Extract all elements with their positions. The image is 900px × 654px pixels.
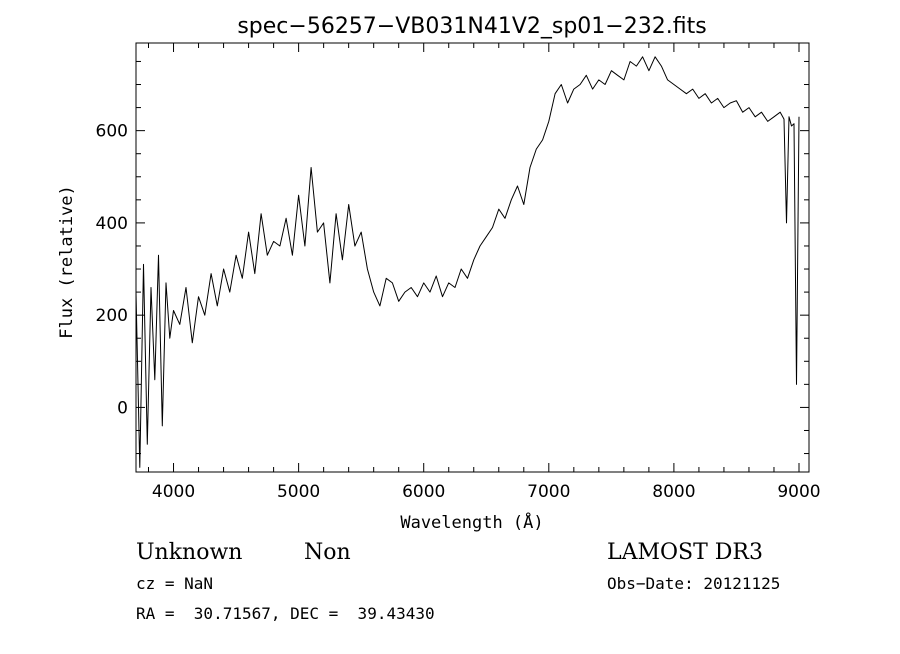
redshift-label: cz = NaN: [136, 574, 213, 593]
x-tick-label: 9000: [777, 482, 820, 502]
series-group: [135, 56, 800, 468]
y-tick-label: 400: [96, 214, 128, 234]
x-axis-ticks: 4000 5000 6000 7000 8000 9000: [148, 43, 821, 502]
y-tick-label: 200: [96, 306, 128, 326]
x-tick-label: 7000: [527, 482, 570, 502]
y-axis-label: Flux (relative): [57, 185, 77, 339]
survey-label: LAMOST DR3: [607, 540, 763, 565]
object-class-label: Unknown: [136, 540, 242, 565]
y-tick-label: 0: [117, 398, 128, 418]
coordinates-label: RA = 30.71567, DEC = 39.43430: [136, 604, 435, 623]
obs-date-label: Obs−Date: 20121125: [607, 574, 780, 593]
x-tick-label: 6000: [402, 482, 445, 502]
y-axis-ticks: 0 200 400 600: [96, 60, 809, 455]
x-tick-label: 4000: [152, 482, 195, 502]
subclass-label: Non: [304, 540, 351, 565]
plot-frame: [135, 42, 810, 473]
y-tick-label: 600: [96, 122, 128, 142]
spectrum-line: [135, 56, 800, 468]
x-tick-label: 5000: [277, 482, 320, 502]
x-axis-label: Wavelength (Å): [400, 511, 543, 533]
x-tick-label: 8000: [652, 482, 695, 502]
chart-title: spec−56257−VB031N41V2_sp01−232.fits: [237, 14, 706, 39]
